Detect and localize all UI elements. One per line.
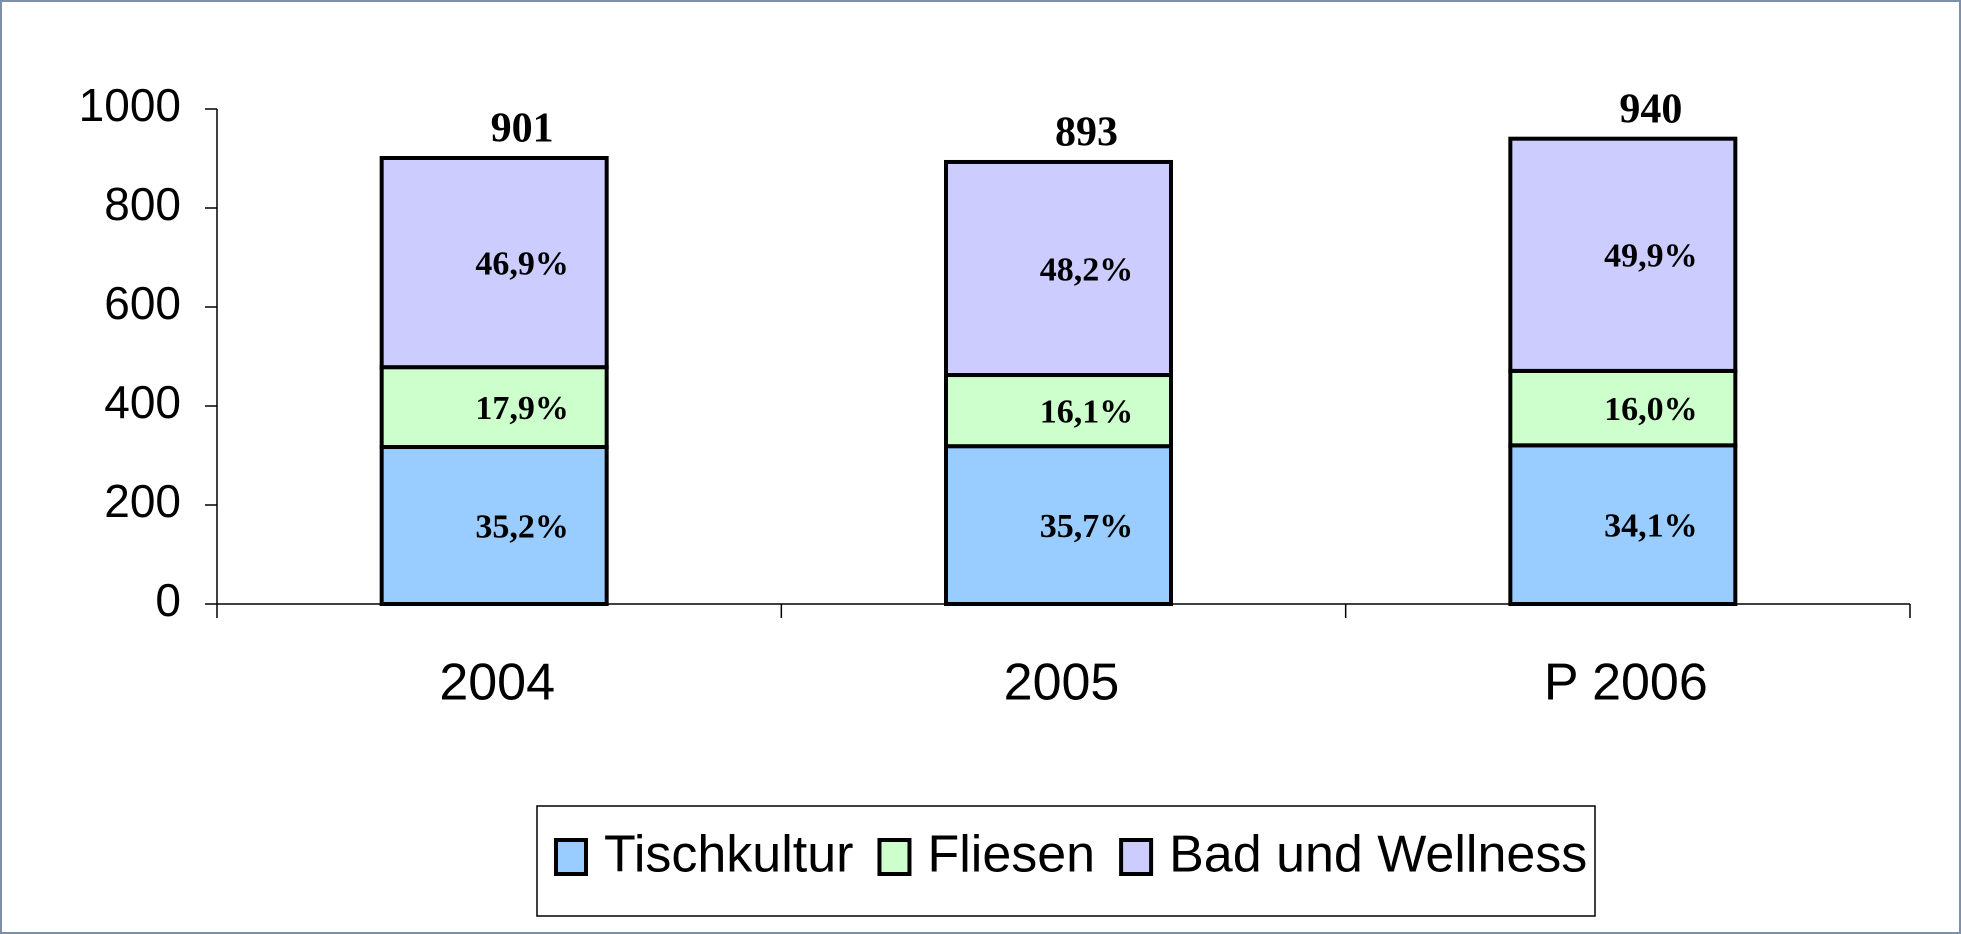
bar-segment: [1508, 443, 1738, 606]
legend-swatch: [877, 838, 912, 876]
legend-label: Fliesen: [927, 826, 1095, 884]
data-label: 46,9%: [475, 245, 569, 282]
legend-swatch: [1119, 838, 1154, 876]
data-label: 16,1%: [1040, 393, 1134, 430]
data-label: 49,9%: [1604, 238, 1698, 275]
y-tick-label: 1000: [79, 79, 181, 131]
data-label: 16,0%: [1604, 391, 1698, 428]
data-label: 35,2%: [475, 508, 569, 545]
y-tick-label: 0: [155, 574, 181, 626]
legend-box: [536, 805, 1596, 917]
bar-segment: [944, 373, 1173, 449]
bar-segment: [379, 156, 609, 370]
y-tick-label: 400: [104, 376, 181, 428]
legend-label: Tischkultur: [604, 826, 853, 884]
bar-segment: [1508, 136, 1738, 373]
x-tick-label: 2004: [439, 654, 555, 712]
legend-swatch: [554, 838, 588, 876]
total-label: 940: [1619, 86, 1682, 132]
data-label: 17,9%: [475, 390, 569, 427]
legend-label: Bad und Wellness: [1169, 826, 1587, 884]
y-tick-label: 200: [104, 475, 181, 527]
data-label: 48,2%: [1040, 251, 1134, 288]
total-label: 893: [1055, 110, 1118, 156]
y-tick-label: 600: [104, 277, 181, 329]
y-tick-label: 800: [104, 178, 181, 230]
legend: Tischkultur Fliesen Bad und Wellness: [554, 826, 1587, 884]
bar-segment: [944, 159, 1173, 378]
x-tick-label: P 2006: [1544, 654, 1708, 712]
data-label: 34,1%: [1604, 507, 1698, 544]
total-label: 901: [491, 106, 554, 152]
bar-segment: [944, 444, 1173, 606]
x-tick-label: 2005: [1004, 654, 1120, 712]
data-label: 35,7%: [1040, 508, 1134, 545]
